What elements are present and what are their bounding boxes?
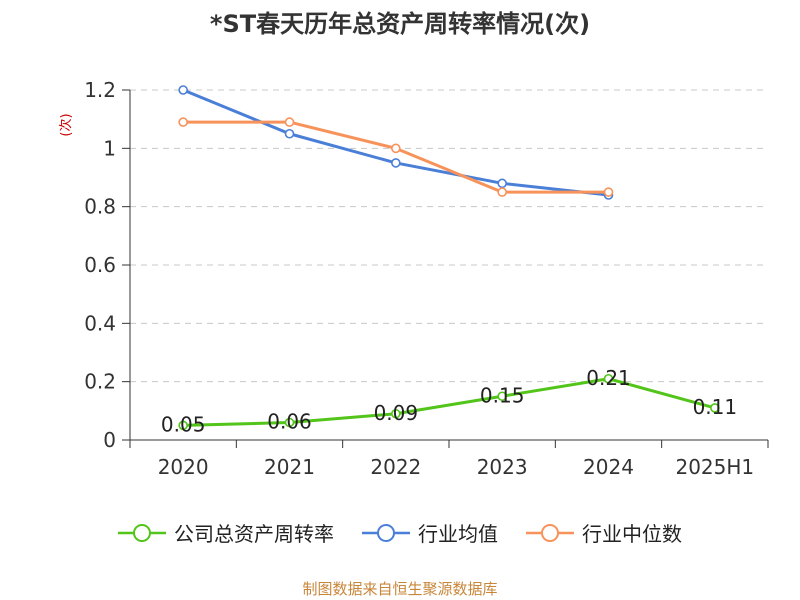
legend-label: 公司总资产周转率 (174, 522, 334, 546)
legend-swatch-icon (526, 523, 574, 542)
data-point (497, 187, 507, 197)
series-line-0 (183, 377, 716, 427)
y-tick-label: 0.6 (84, 253, 116, 277)
data-point (284, 128, 295, 139)
y-axis-label: (次) (58, 113, 74, 136)
data-point (497, 391, 507, 402)
data-label: 0.15 (480, 383, 525, 407)
data-point (497, 178, 507, 189)
data-point (391, 158, 401, 168)
legend-item[interactable]: 公司总资产周转率 (118, 518, 334, 547)
legend-item[interactable]: 行业中位数 (526, 518, 682, 547)
legend: 公司总资产周转率 行业均值 行业中位数 (0, 518, 800, 547)
y-tick-label: 0 (103, 428, 116, 452)
data-point (391, 408, 401, 419)
x-tick-label: 2023 (477, 455, 528, 479)
x-tick-label: 2021 (264, 455, 315, 479)
data-point (603, 373, 614, 384)
x-tick-label: 2020 (158, 455, 209, 479)
data-point (391, 143, 401, 154)
data-point (178, 420, 188, 431)
line-chart: *ST春天历年总资产周转率情况(次) (次) 0 0.2 0.4 0.6 0.8 1 1.2 20… (58, 10, 769, 479)
legend-swatch-icon (362, 523, 410, 542)
source-note: 制图数据来自恒生聚源数据库 (302, 580, 498, 598)
x-tick-label: 2024 (583, 455, 634, 479)
legend-label: 行业中位数 (582, 522, 682, 546)
y-tick-label: 1.2 (84, 78, 116, 102)
chart-title: *ST春天历年总资产周转率情况(次) (210, 10, 590, 38)
data-point (284, 417, 295, 428)
x-tick-label: 2025H1 (675, 455, 754, 479)
data-point (284, 117, 295, 127)
y-tick-label: 0.8 (84, 195, 116, 219)
legend-label: 行业均值 (418, 522, 498, 546)
series-line-2 (183, 120, 609, 194)
data-point (710, 403, 720, 413)
y-tick-label: 0.4 (84, 311, 116, 335)
x-tick-label: 2022 (370, 455, 421, 479)
data-label: 0.21 (586, 366, 631, 390)
y-tick-label: 0.2 (84, 370, 116, 394)
data-point (603, 187, 614, 197)
data-label: 0.09 (374, 401, 419, 425)
legend-swatch-icon (118, 523, 166, 542)
y-tick-label: 1 (103, 136, 116, 160)
legend-item[interactable]: 行业均值 (362, 518, 498, 547)
data-label: 0.11 (693, 395, 738, 419)
data-point (178, 117, 188, 127)
data-label: 0.06 (267, 410, 312, 434)
data-point (178, 85, 188, 95)
series-line-1 (182, 88, 609, 197)
data-label: 0.05 (161, 412, 206, 436)
